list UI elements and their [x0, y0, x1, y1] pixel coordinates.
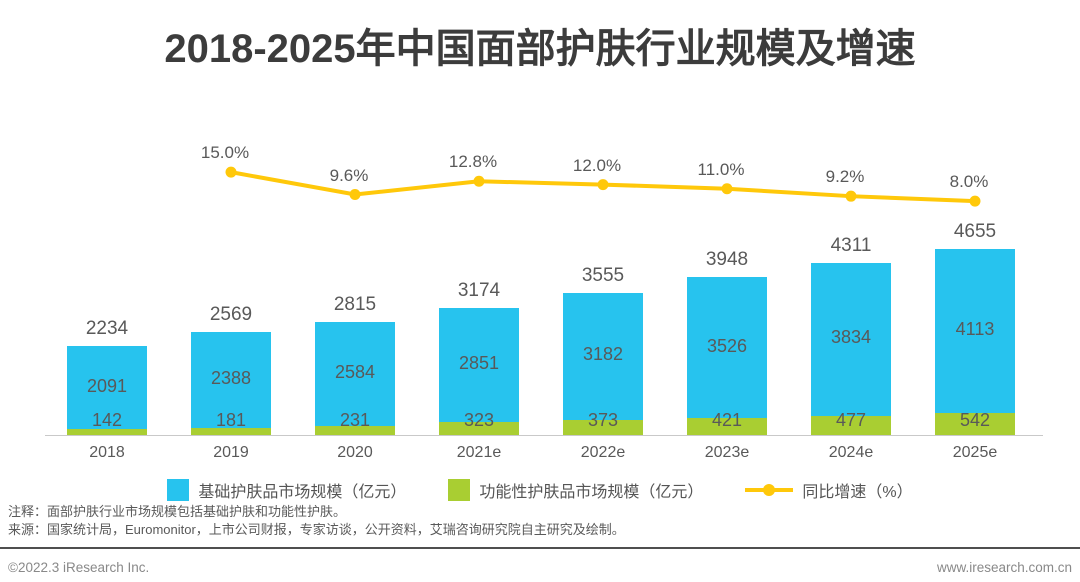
- functional-value-label: 542: [959, 410, 991, 430]
- note-text: 注释：面部护肤行业市场规模包括基础护肤和功能性护肤。: [8, 504, 347, 519]
- bar-total-label: 3555: [581, 264, 625, 286]
- functional-series-swatch-icon: [448, 479, 471, 501]
- legend-label-base: 基础护肤品市场规模（亿元）: [198, 484, 407, 501]
- bar-total-label: 2815: [333, 294, 377, 316]
- growth-rate-label: 8.0%: [949, 172, 989, 192]
- growth-line-point: [349, 189, 361, 201]
- legend-label-growth: 同比增速（%）: [802, 484, 913, 501]
- functional-bar-segment: [439, 422, 519, 435]
- base-value-label: 3526: [706, 335, 748, 356]
- base-bar-segment: [439, 308, 519, 423]
- base-series-swatch-icon: [167, 479, 190, 501]
- functional-bar-segment: [315, 425, 395, 435]
- growth-rate-label: 9.6%: [329, 165, 369, 185]
- base-value-label: 2091: [86, 375, 128, 396]
- growth-line-point: [473, 175, 485, 187]
- legend-label-functional: 功能性护肤品市场规模（亿元）: [479, 484, 704, 501]
- bar-total-label: 2234: [85, 317, 129, 339]
- x-axis-tick-label: 2024e: [828, 444, 874, 461]
- x-axis-tick-label: 2022e: [580, 444, 626, 461]
- x-axis-tick-label: 2019: [213, 444, 249, 461]
- bar-total-label: 4655: [953, 220, 997, 242]
- growth-rate-label: 15.0%: [200, 143, 250, 163]
- growth-rate-label: 12.8%: [448, 152, 498, 172]
- base-bar-segment: [687, 277, 767, 419]
- website-text: www.iresearch.com.cn: [936, 559, 1072, 575]
- base-value-label: 2851: [458, 353, 500, 374]
- footnotes: 注释：面部护肤行业市场规模包括基础护肤和功能性护肤。 来源：国家统计局，Euro…: [8, 503, 1008, 539]
- x-axis-tick-label: 2020: [337, 444, 373, 461]
- functional-bar-segment: [67, 429, 147, 435]
- functional-value-label: 373: [587, 410, 619, 430]
- functional-value-label: 181: [215, 410, 247, 430]
- growth-line-point: [597, 179, 609, 191]
- bar-total-label: 2569: [209, 304, 253, 326]
- functional-value-label: 231: [339, 410, 371, 430]
- functional-bar-segment: [687, 418, 767, 435]
- copyright-text: ©2022.3 iResearch Inc.: [8, 559, 150, 575]
- page-footer: ©2022.3 iResearch Inc. www.iresearch.com…: [0, 552, 1080, 582]
- base-bar-segment: [563, 292, 643, 421]
- growth-line-point: [721, 183, 733, 195]
- functional-value-label: 142: [91, 410, 123, 430]
- base-bar-segment: [935, 248, 1015, 414]
- x-axis-line: [45, 435, 1043, 436]
- base-bar-segment: [315, 322, 395, 426]
- growth-line-point: [225, 166, 237, 178]
- chart-title: 2018-2025年中国面部护肤行业规模及增速: [164, 27, 916, 71]
- x-axis-tick-label: 2025e: [952, 444, 998, 461]
- base-value-label: 2584: [334, 362, 376, 383]
- footer-divider: [0, 547, 1080, 549]
- base-bar-segment: [811, 262, 891, 416]
- x-axis-tick-label: 2021e: [456, 444, 502, 461]
- base-value-label: 4113: [955, 319, 995, 340]
- growth-line-plot: [225, 166, 981, 207]
- growth-line-point: [845, 190, 857, 202]
- chart-legend: 基础护肤品市场规模（亿元） 功能性护肤品市场规模（亿元） 同比增速（%）: [0, 476, 1080, 504]
- base-value-label: 3182: [582, 344, 624, 365]
- base-bar-segment: [191, 332, 271, 428]
- bar-total-label: 4311: [830, 234, 872, 256]
- base-value-label: 2388: [210, 368, 252, 388]
- growth-rate-label: 9.2%: [825, 167, 865, 187]
- source-text: 来源：国家统计局，Euromonitor，上市公司财报，专家访谈，公开资料，艾瑞…: [8, 522, 625, 537]
- functional-bar-segment: [191, 427, 271, 435]
- legend-item-growth-rate: 同比增速（%）: [745, 478, 913, 502]
- bar-total-label: 3948: [705, 249, 749, 271]
- functional-bar-segment: [811, 415, 891, 435]
- functional-value-label: 421: [711, 410, 743, 430]
- growth-rate-label: 11.0%: [697, 159, 745, 179]
- functional-bar-segment: [563, 420, 643, 435]
- bar-total-label: 3174: [457, 280, 501, 302]
- growth-rate-label: 12.0%: [572, 155, 622, 175]
- x-axis-tick-label: 2023e: [704, 444, 750, 461]
- growth-line-point: [969, 195, 981, 207]
- legend-item-functional-skincare: 功能性护肤品市场规模（亿元）: [448, 478, 703, 502]
- functional-bar-segment: [935, 413, 1015, 435]
- functional-value-label: 323: [463, 410, 495, 430]
- growth-line-marker-icon: [745, 479, 794, 501]
- x-axis-tick-label: 2018: [89, 444, 125, 461]
- legend-item-base-skincare: 基础护肤品市场规模（亿元）: [167, 478, 406, 502]
- functional-value-label: 477: [835, 410, 867, 430]
- base-bar-segment: [67, 345, 147, 430]
- base-value-label: 3834: [830, 327, 872, 348]
- chart-area: 2234 2091 142 2018 2569 2388 181 2019 2815 2584 23…: [45, 143, 1043, 461]
